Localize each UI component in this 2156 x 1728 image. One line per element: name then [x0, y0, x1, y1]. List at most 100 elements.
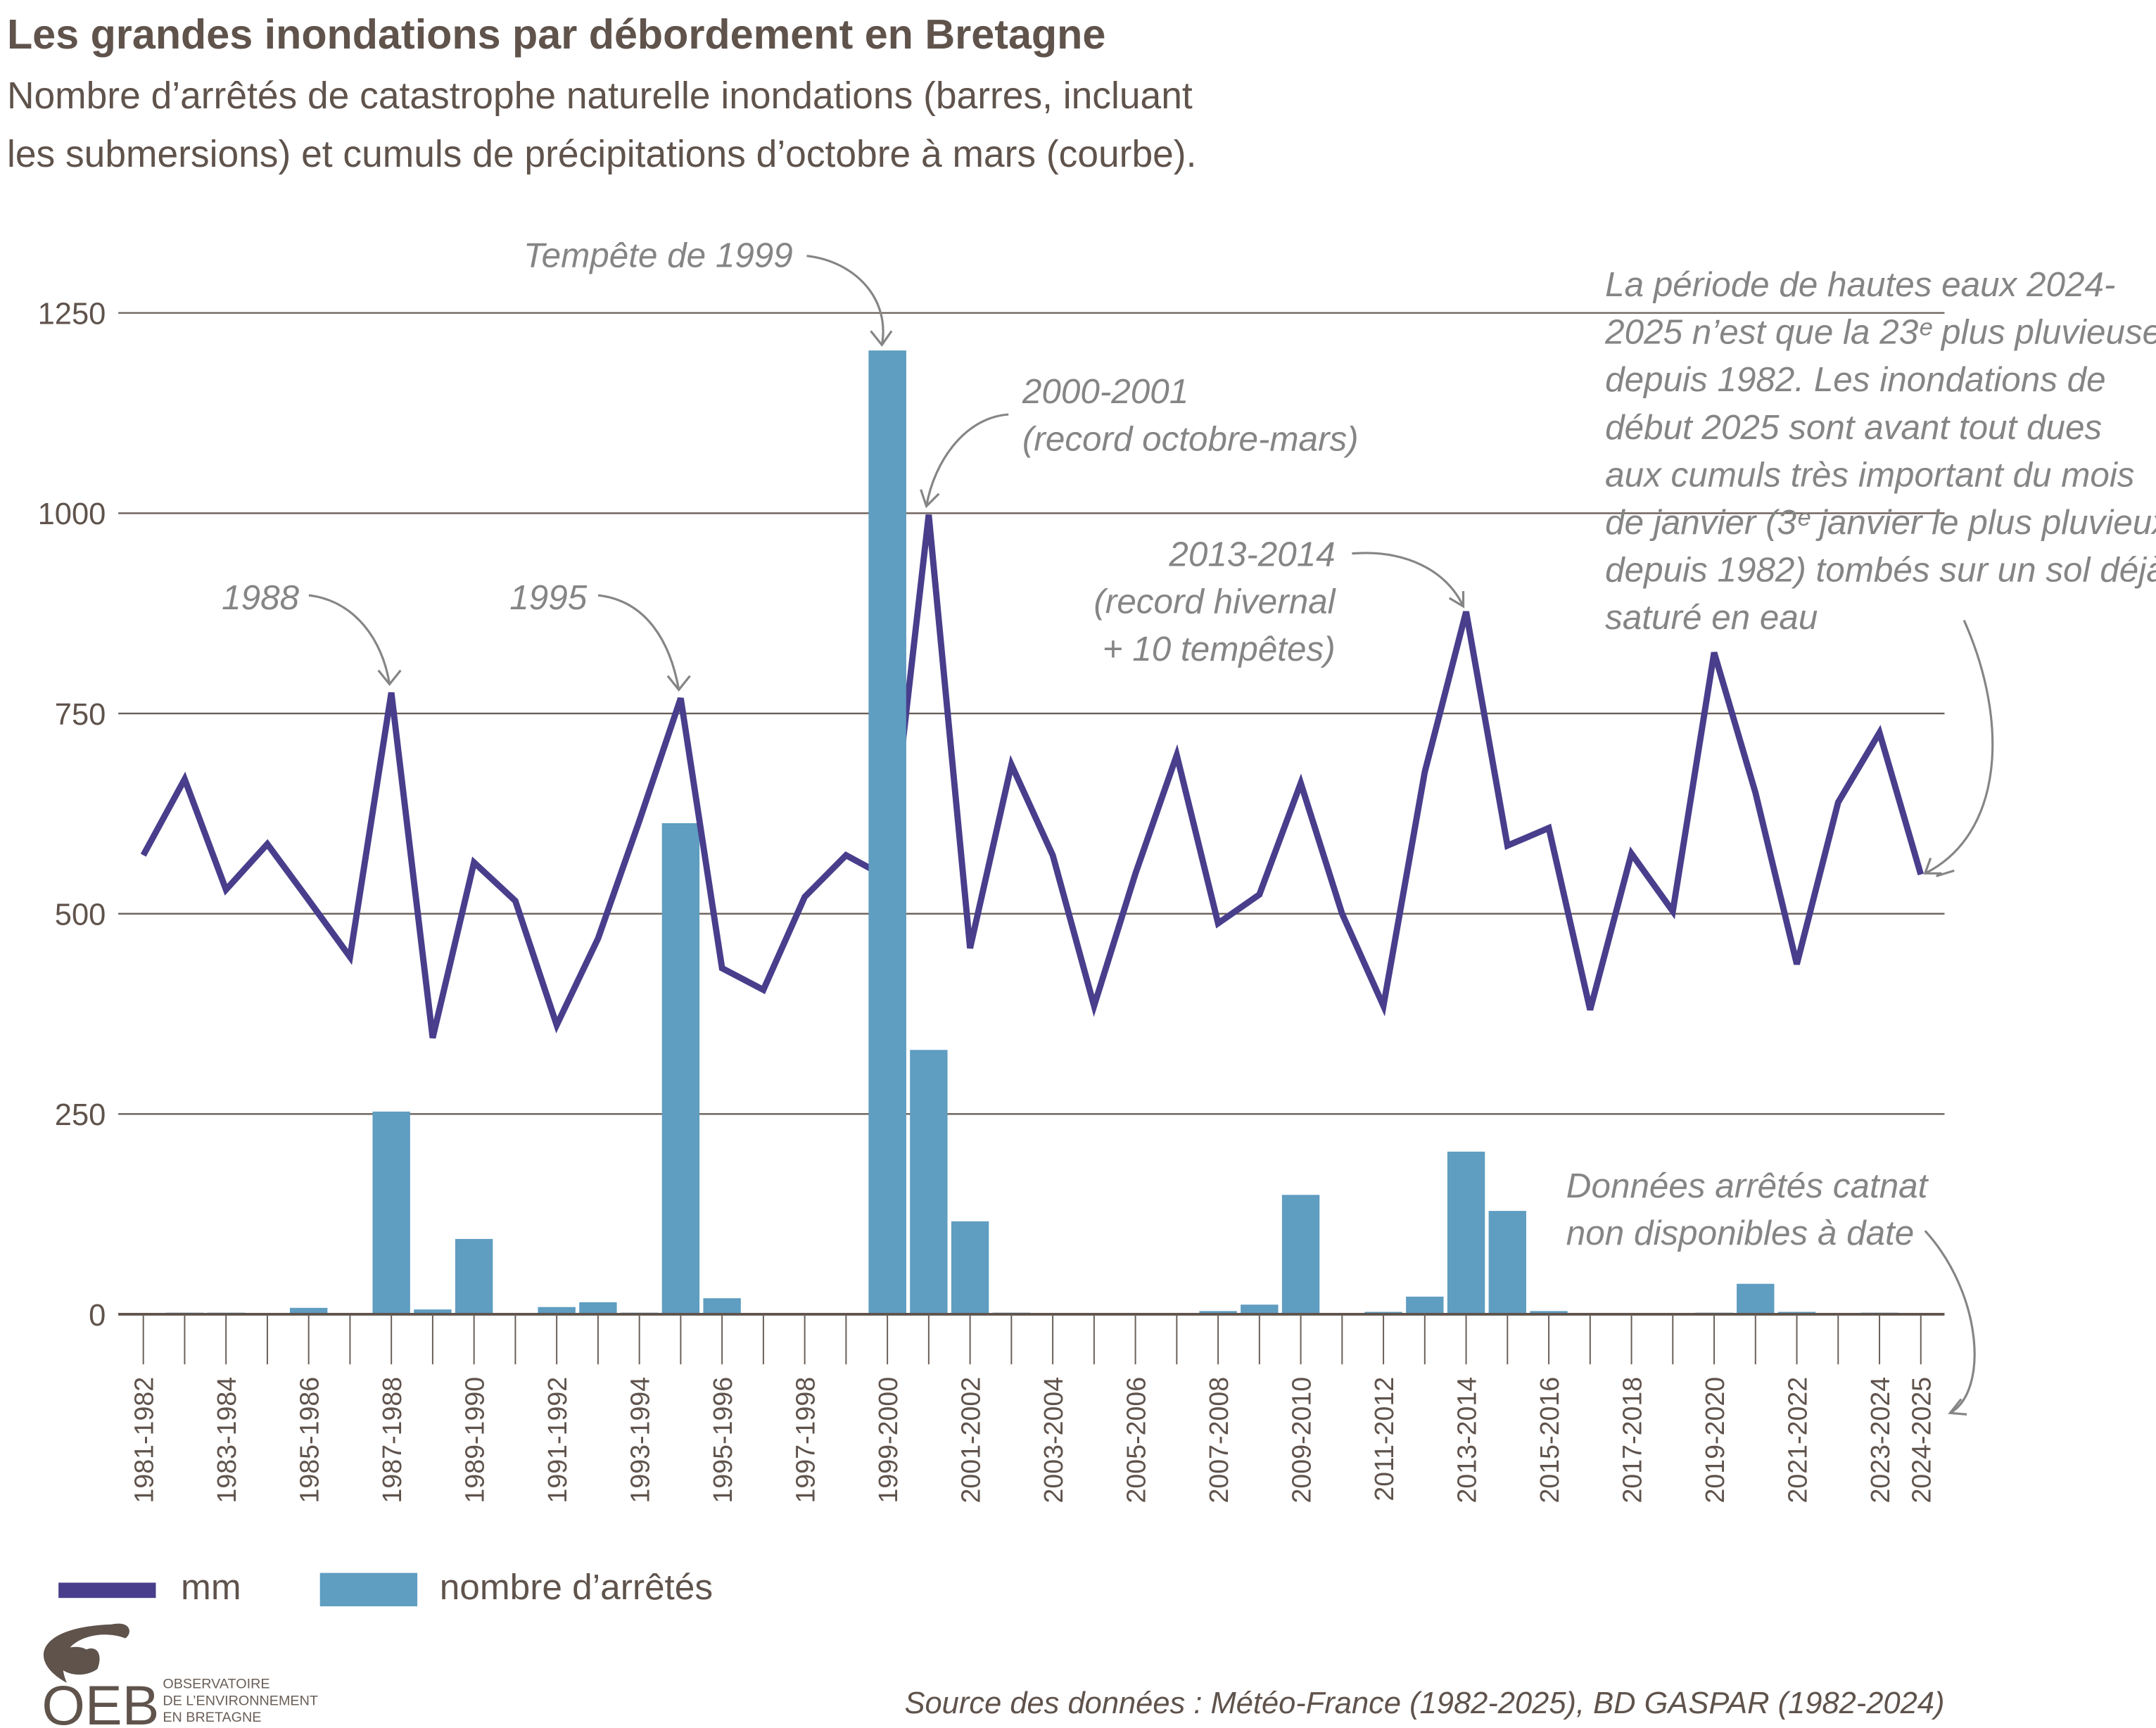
logo-brittany-map	[53, 1646, 100, 1675]
y-tick-label: 1250	[38, 298, 106, 331]
annotation-text: (record hivernal	[1093, 583, 1336, 621]
bar-1995-1996	[703, 1298, 741, 1314]
x-tick-label: 2013-2014	[1452, 1377, 1481, 1504]
annotation-text: 2025 n’est que la 23ᵉ plus pluvieuse	[1604, 313, 2156, 352]
bar-1989-1990	[455, 1238, 493, 1314]
bar-1994-1995	[661, 823, 700, 1314]
chart-subtitle-line-2: les submersions) et cumuls de précipitat…	[7, 134, 1196, 175]
logo-acronym: OEB	[42, 1674, 159, 1728]
annotation-text: saturé en eau	[1605, 598, 1818, 637]
bar-2001-2002	[951, 1221, 989, 1314]
x-tick-label: 1995-1996	[708, 1377, 737, 1504]
bar-2009-2010	[1281, 1195, 1320, 1314]
logo-line-1: OBSERVATOIRE	[163, 1677, 270, 1692]
x-tick-label: 2007-2008	[1204, 1377, 1234, 1504]
y-tick-label: 1000	[38, 497, 106, 531]
x-tick-label: 1987-1988	[377, 1377, 407, 1504]
x-tick-label: 2011-2012	[1369, 1377, 1399, 1501]
x-tick-label: 2005-2006	[1121, 1377, 1150, 1504]
annotation-text: début 2025 sont avant tout dues	[1605, 408, 2102, 447]
chart-subtitle-line-1: Nombre d’arrêtés de catastrophe naturell…	[7, 75, 1193, 117]
y-tick-label: 250	[55, 1098, 106, 1132]
annotation-2024-2025: La période de hautes eaux 2024- 2025 n’es…	[1604, 265, 2156, 877]
annotation-arrow	[1352, 552, 1465, 609]
logo-line-3: EN BRETAGNE	[163, 1710, 261, 1725]
annotation-text: de janvier (3ᵉ janvier le plus pluvieux	[1605, 503, 2156, 542]
annotation-text: 2000-2001	[1022, 372, 1188, 411]
x-tick-label: 2017-2018	[1617, 1377, 1647, 1504]
legend-line-swatch	[58, 1582, 156, 1599]
bar-2013-2014	[1447, 1151, 1485, 1314]
bar-2007-2008	[1199, 1311, 1237, 1314]
gridlines: 0 250 500 750 1000 1250	[38, 298, 1945, 1333]
x-tick-label: 2021-2022	[1782, 1377, 1812, 1504]
annotation-text: depuis 1982) tombés sur un sol déjà	[1605, 551, 2156, 590]
annotation-text: Données arrêtés catnat	[1566, 1167, 1929, 1205]
logo-line-2: DE L’ENVIRONNEMENT	[163, 1693, 318, 1708]
legend-bar-swatch	[319, 1573, 418, 1607]
x-tick-label: 1991-1992	[543, 1377, 572, 1504]
annotation-text: 1988	[222, 578, 299, 617]
bar-2020-2021	[1737, 1283, 1775, 1314]
y-tick-label: 750	[55, 698, 106, 732]
source-note: Source des données : Météo-France (1982-…	[905, 1686, 1945, 1720]
annotation-arrow	[806, 255, 893, 347]
annotation-arrow	[308, 594, 402, 687]
legend-bar-label: nombre d’arrêtés	[440, 1566, 713, 1607]
x-tick-label: 1993-1994	[625, 1377, 654, 1504]
oeb-logo: OEB OBSERVATOIRE DE L’ENVIRONNEMENT EN B…	[42, 1623, 318, 1728]
x-tick-label: 1989-1990	[459, 1377, 489, 1504]
annotation-text: (record octobre-mars)	[1022, 419, 1359, 458]
y-tick-label: 500	[55, 898, 106, 932]
line-series	[140, 350, 1924, 1314]
annotation-text: aux cumuls très important du mois	[1605, 455, 2134, 494]
bar-1987-1988	[372, 1111, 410, 1314]
bar-2008-2009	[1241, 1304, 1279, 1314]
annotation-arrow	[1924, 1230, 1976, 1416]
y-tick-label: 0	[89, 1299, 106, 1333]
annotation-arrow	[1923, 619, 1994, 877]
annotation-1995: 1995	[509, 578, 691, 692]
chart-title: Les grandes inondations par débordement …	[7, 11, 1105, 58]
annotation-2013-2014: 2013-2014 (record hivernal + 10 tempêtes…	[1093, 535, 1465, 668]
bar-2000-2001	[910, 1050, 948, 1314]
annotation-1988: 1988	[222, 578, 402, 687]
annotation-text: Tempête de 1999	[524, 236, 793, 275]
x-tick-label: 2001-2002	[956, 1377, 985, 1504]
bar-1985-1986	[289, 1307, 328, 1314]
x-tick-label: 1985-1986	[295, 1377, 324, 1504]
bar-2012-2013	[1406, 1296, 1444, 1314]
annotation-2000-2001: 2000-2001 (record octobre-mars)	[920, 372, 1359, 509]
annotation-text: + 10 tempêtes)	[1103, 630, 1336, 668]
bar-overlay-1999-2000	[868, 350, 906, 1314]
bar-1992-1993	[579, 1302, 617, 1314]
bar-2015-2016	[1530, 1311, 1568, 1314]
annotation-text: La période de hautes eaux 2024-	[1605, 265, 2115, 304]
annotation-text: non disponibles à date	[1566, 1214, 1914, 1252]
x-tick-label: 1997-1998	[790, 1377, 820, 1504]
legend-line-label: mm	[181, 1566, 241, 1607]
x-tick-label: 1981-1982	[129, 1377, 159, 1504]
x-axis: 1981-1982 1983-1984 1985-1986 1987-1988 1989…	[118, 1312, 1945, 1504]
legend: mm nombre d’arrêtés	[58, 1566, 713, 1607]
mm-line	[140, 514, 1924, 1039]
annotation-text: 2013-2014	[1168, 535, 1335, 574]
bar-1991-1992	[538, 1307, 576, 1314]
x-tick-label: 2003-2004	[1039, 1377, 1068, 1504]
x-tick-label: 1999-2000	[873, 1377, 903, 1504]
annotation-text: depuis 1982. Les inondations de	[1605, 360, 2105, 399]
x-tick-label: 2024-2025	[1907, 1377, 1936, 1504]
annotation-storm-1999: Tempête de 1999	[524, 236, 893, 347]
x-tick-label: 2023-2024	[1865, 1377, 1895, 1504]
bar-2014-2015	[1488, 1211, 1526, 1314]
annotation-no-data: Données arrêtés catnat non disponibles à…	[1566, 1167, 1976, 1416]
logo-swoosh	[43, 1623, 129, 1683]
x-tick-label: 2019-2020	[1700, 1377, 1730, 1504]
x-tick-label: 2015-2016	[1535, 1377, 1564, 1504]
annotation-arrow	[920, 413, 1009, 509]
x-tick-label: 1983-1984	[212, 1377, 241, 1504]
annotation-text: 1995	[509, 578, 587, 617]
annotation-arrow	[597, 594, 691, 692]
x-tick-label: 2009-2010	[1286, 1377, 1316, 1504]
